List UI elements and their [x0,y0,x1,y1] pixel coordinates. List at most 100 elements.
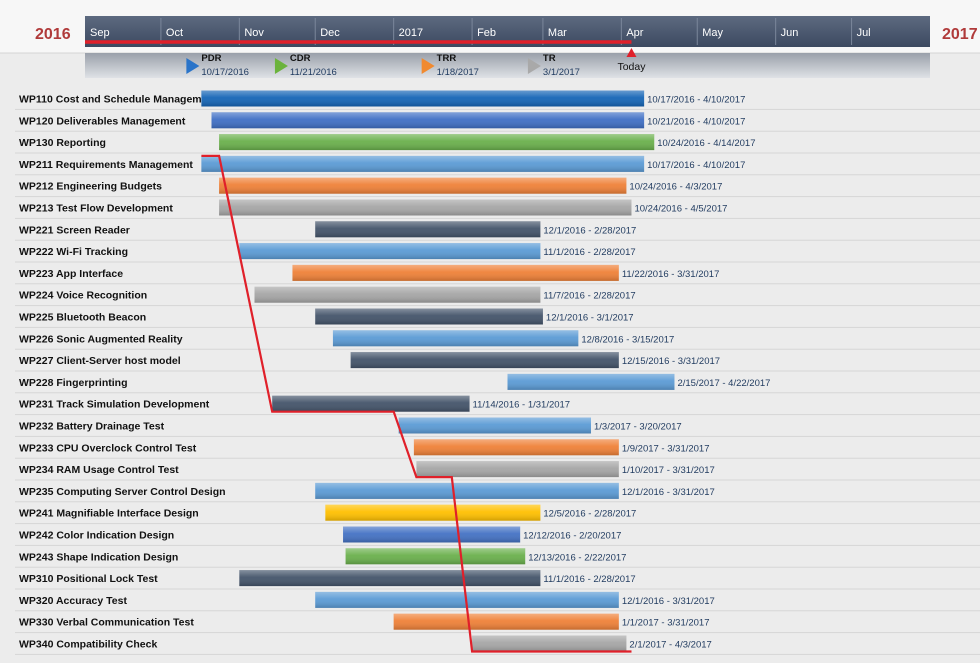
task-date-range: 12/15/2016 - 3/31/2017 [622,356,720,367]
task-row: WP120 Deliverables Management 10/21/2016 … [19,112,745,129]
task-row: WP233 CPU Overclock Control Test 1/9/2017… [19,439,710,456]
task-row: WP320 Accuracy Test 12/1/2016 - 3/31/2017 [19,591,715,608]
task-bar-shine [239,570,541,587]
task-bar-shine [219,134,655,151]
month-label: Apr [626,27,643,39]
task-bar-shine [332,330,579,347]
milestone-date: 11/21/2016 [290,67,337,78]
task-date-range: 12/13/2016 - 2/22/2017 [528,552,626,563]
milestone-date: 3/1/2017 [543,67,580,78]
task-name: WP223 App Interface [19,268,123,280]
year-start-label: 2016 [35,26,71,43]
task-name: WP330 Verbal Communication Test [19,617,194,629]
task-date-range: 12/5/2016 - 2/28/2017 [543,509,636,520]
task-date-range: 11/1/2016 - 2/28/2017 [543,247,635,258]
task-bar-shine [345,548,526,565]
month-label: Feb [477,27,496,39]
task-date-range: 1/1/2017 - 3/31/2017 [622,618,710,629]
task-name: WP231 Track Simulation Development [19,399,210,411]
status-progress-line [201,154,632,653]
month-label: 2017 [399,27,423,39]
task-row: WP330 Verbal Communication Test 1/1/2017 … [19,613,710,630]
task-row: WP226 Sonic Augmented Reality 12/8/2016 -… [19,330,674,347]
month-label: Nov [244,27,264,39]
task-row: WP223 App Interface 11/22/2016 - 3/31/201… [19,264,719,281]
task-bar-shine [413,439,619,456]
task-name: WP110 Cost and Schedule Management [19,94,218,106]
today-label: Today [617,61,646,73]
task-row: WP232 Battery Drainage Test 1/3/2017 - 3/… [19,417,682,434]
task-row: WP310 Positional Lock Test 11/1/2016 - 2/… [19,570,636,587]
task-bar-shine [507,373,675,390]
task-date-range: 12/1/2016 - 3/31/2017 [622,487,715,498]
task-date-range: 10/17/2016 - 4/10/2017 [647,160,745,171]
task-bar-shine [472,635,627,652]
task-name: WP211 Requirements Management [19,159,193,171]
task-bar-shine [272,395,470,412]
task-bar-shine [343,526,521,543]
task-row: WP221 Screen Reader 12/1/2016 - 2/28/2017 [19,221,636,238]
task-row: WP227 Client-Server host model 12/15/2016… [19,352,720,369]
milestone-name: PDR [201,53,221,64]
task-name: WP224 Voice Recognition [19,290,147,302]
task-bar-shine [201,90,645,107]
task-row: WP130 Reporting 10/24/2016 - 4/14/2017 [19,134,756,151]
task-date-range: 1/3/2017 - 3/20/2017 [594,422,682,433]
task-bar-shine [398,417,591,434]
task-bar-shine [239,243,541,260]
task-name: WP320 Accuracy Test [19,595,127,607]
milestone-marker [421,58,435,74]
task-row: WP242 Color Indication Design 12/12/2016 … [19,526,621,543]
month-label: Oct [166,27,183,39]
task-name: WP235 Computing Server Control Design [19,486,226,498]
milestone-date: 1/18/2017 [437,67,479,78]
task-row: WP110 Cost and Schedule Management 10/17/… [19,90,745,107]
task-name: WP228 Fingerprinting [19,377,128,389]
task-row: WP213 Test Flow Development 10/24/2016 - … [19,199,727,216]
task-bar-shine [325,504,541,521]
milestone-name: CDR [290,53,311,64]
milestone-date: 10/17/2016 [201,67,249,78]
task-row: WP243 Shape Indication Design 12/13/2016 … [19,548,626,565]
task-row: WP224 Voice Recognition 11/7/2016 - 2/28/… [19,286,636,303]
task-name: WP232 Battery Drainage Test [19,421,165,433]
task-date-range: 2/1/2017 - 4/3/2017 [629,640,711,651]
milestones: PDR 10/17/2016 CDR 11/21/2016 TRR 1/18/2017 TR… [186,53,580,78]
task-name: WP212 Engineering Budgets [19,181,162,193]
task-date-range: 11/14/2016 - 1/31/2017 [473,400,571,411]
month-label: Mar [548,27,567,39]
task-bar-shine [315,221,541,238]
task-row: WP231 Track Simulation Development 11/14/… [19,395,571,412]
task-date-range: 12/8/2016 - 3/15/2017 [581,334,674,345]
task-name: WP222 Wi-Fi Tracking [19,246,128,258]
task-name: WP233 CPU Overclock Control Test [19,442,197,454]
task-name: WP243 Shape Indication Design [19,551,178,563]
task-row: WP234 RAM Usage Control Test 1/10/2017 - … [19,461,715,478]
task-row: WP241 Magnifiable Interface Design 12/5/2… [19,504,636,521]
month-label: Jul [857,27,871,39]
task-date-range: 1/9/2017 - 3/31/2017 [622,443,710,454]
task-date-range: 2/15/2017 - 4/22/2017 [677,378,770,389]
task-bar-shine [393,613,619,630]
task-date-range: 10/24/2016 - 4/14/2017 [657,138,755,149]
task-row: WP222 Wi-Fi Tracking 11/1/2016 - 2/28/201… [19,243,636,260]
today-marker: Today [617,48,646,73]
task-date-range: 12/12/2016 - 2/20/2017 [523,531,621,542]
task-name: WP130 Reporting [19,137,106,149]
task-row: WP235 Computing Server Control Design 12/… [19,482,715,499]
task-date-range: 12/1/2016 - 3/31/2017 [622,596,715,607]
task-bar-shine [201,155,645,172]
task-bar-shine [315,308,543,325]
task-name: WP241 Magnifiable Interface Design [19,508,199,520]
milestone-name: TRR [437,53,457,64]
month-label: Sep [90,27,110,39]
task-bar-shine [416,461,619,478]
task-name: WP227 Client-Server host model [19,355,181,367]
task-name: WP213 Test Flow Development [19,203,173,215]
task-bar-shine [350,352,619,369]
milestone-marker [274,58,288,74]
task-row: WP340 Compatibility Check 2/1/2017 - 4/3/… [19,635,712,652]
task-bar-shine [292,264,619,281]
task-date-range: 10/24/2016 - 4/3/2017 [629,182,722,193]
